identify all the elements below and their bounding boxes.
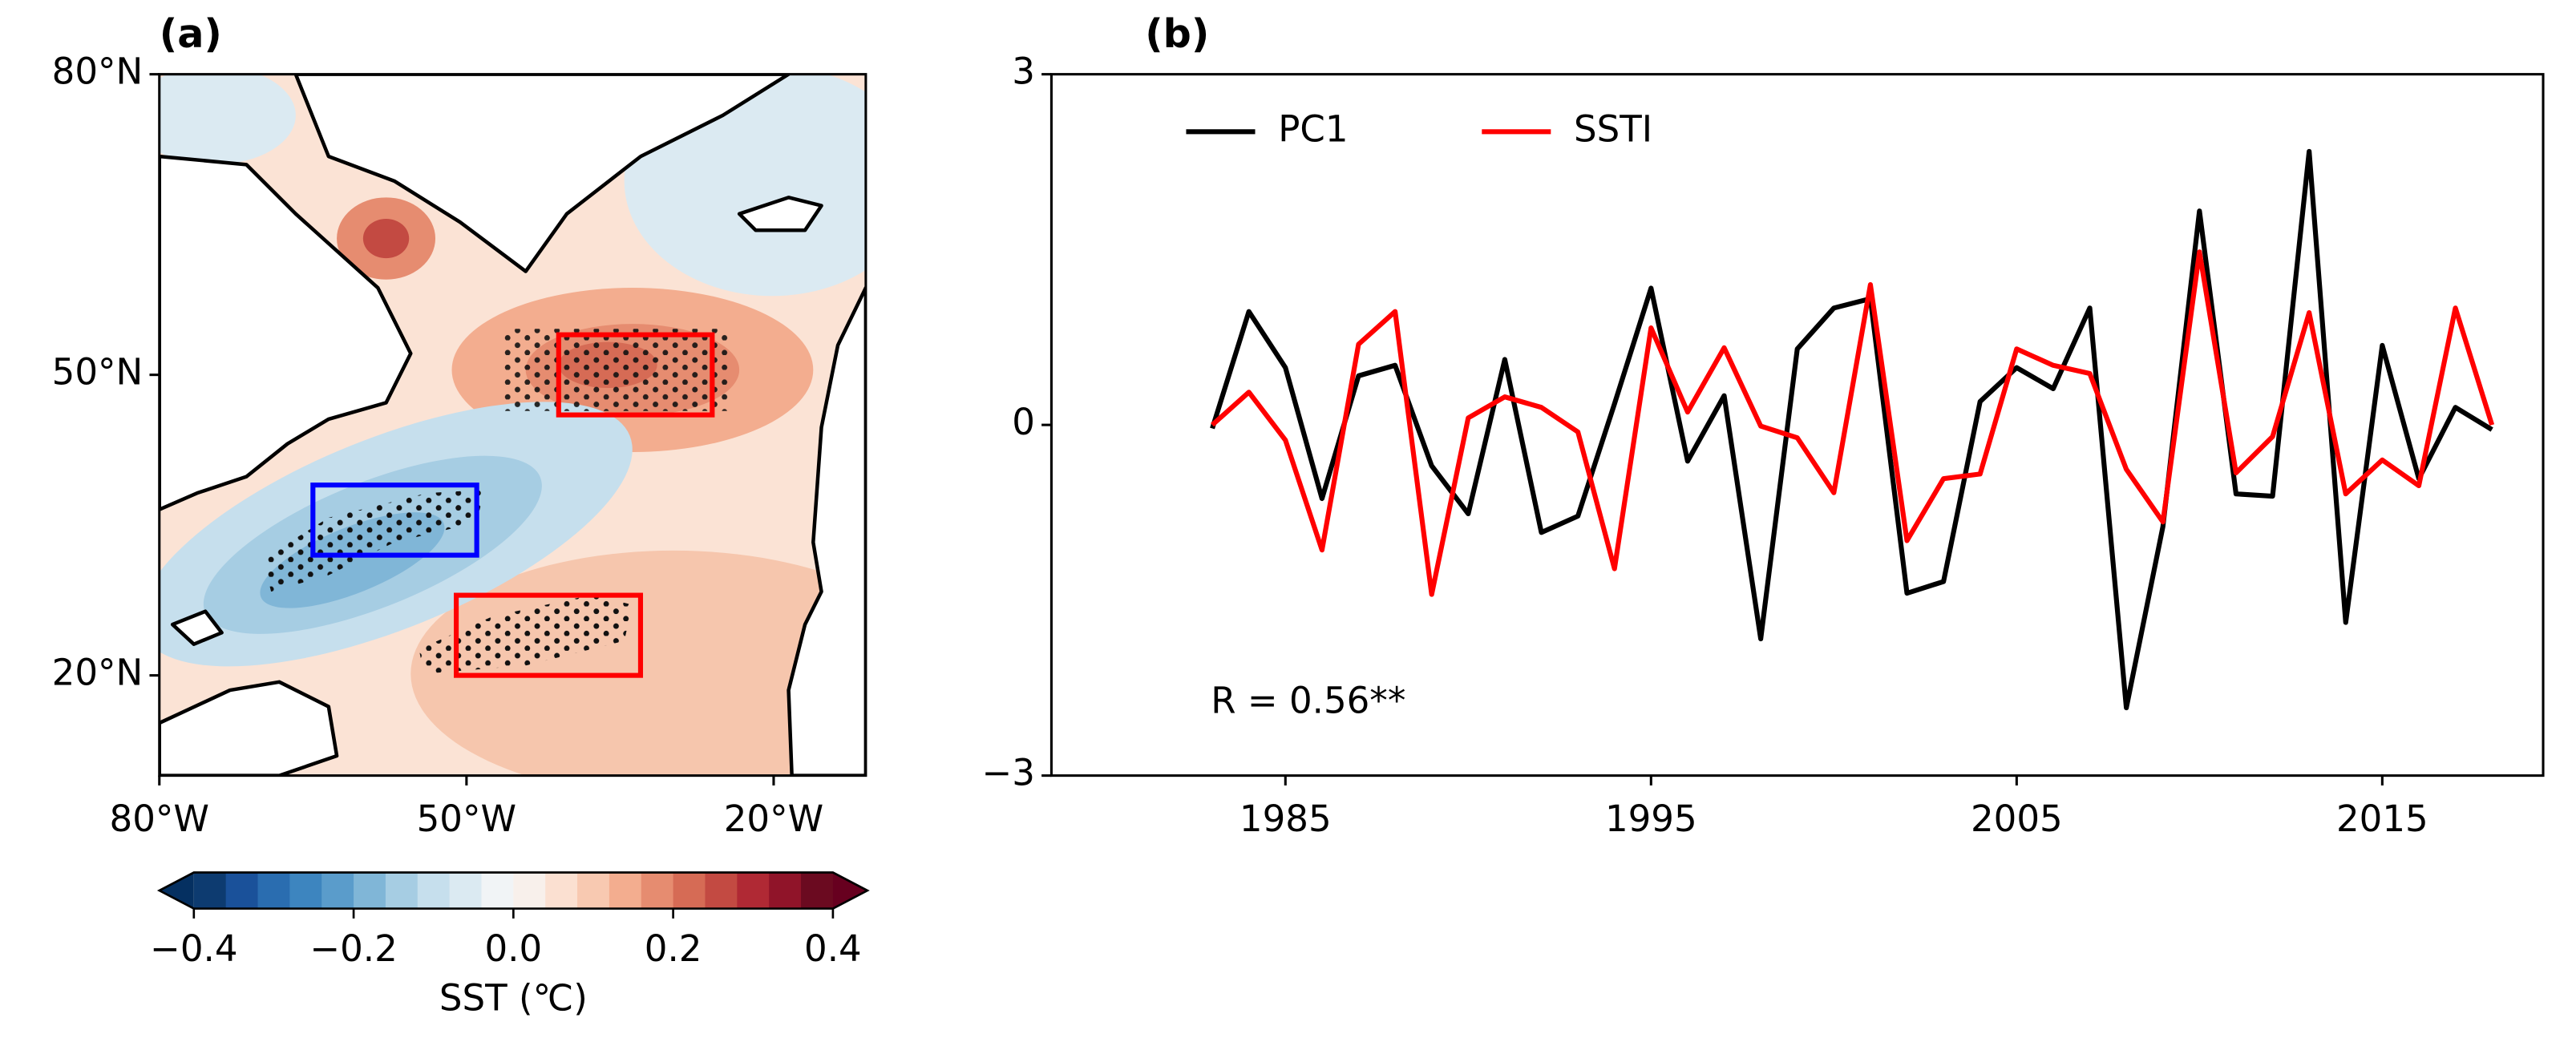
colorbar-tick-label: −0.4 <box>150 927 237 970</box>
series-line <box>1210 148 2493 711</box>
colorbar-cell <box>769 872 802 909</box>
region-box <box>454 592 644 678</box>
colorbar-tick-label: 0.2 <box>645 927 702 970</box>
y-tick-label: 0 <box>1012 401 1035 443</box>
y-tick-label: −3 <box>981 752 1034 794</box>
x-tick-label: 1985 <box>1239 798 1332 840</box>
x-tick-label: 20°W <box>724 798 823 840</box>
colorbar-cell <box>417 872 451 909</box>
colorbar-tick-label: 0.0 <box>484 927 542 970</box>
colorbar-tick-label: 0.4 <box>804 927 862 970</box>
legend-label: SSTI <box>1574 107 1652 150</box>
x-tick-label: 50°W <box>417 798 516 840</box>
panel-label: (a) <box>160 10 222 57</box>
colorbar-extend <box>159 872 194 909</box>
region-box <box>310 483 479 558</box>
colorbar-cell <box>801 872 834 909</box>
y-tick-label: 3 <box>1012 50 1035 93</box>
colorbar-cell <box>673 872 706 909</box>
colorbar-cell <box>257 872 291 909</box>
colorbar-cell <box>354 872 386 909</box>
colorbar-extend <box>832 872 867 909</box>
legend-label: PC1 <box>1278 107 1348 150</box>
series-line <box>1211 249 2495 597</box>
colorbar-cell <box>481 872 515 909</box>
colorbar-cell <box>737 872 770 909</box>
colorbar-cell <box>641 872 674 909</box>
colorbar-cell <box>577 872 610 909</box>
x-tick-label: 1995 <box>1605 798 1697 840</box>
region-box <box>556 332 715 418</box>
colorbar-cell <box>705 872 738 909</box>
map-field <box>159 74 866 776</box>
colorbar-cell <box>385 872 419 909</box>
colorbar-cell <box>449 872 483 909</box>
colorbar-cell <box>609 872 642 909</box>
colorbar-label: SST (℃) <box>439 976 588 1019</box>
colorbar-cell <box>321 872 354 909</box>
y-tick-label: 80°N <box>52 50 144 93</box>
y-tick-label: 50°N <box>52 351 144 394</box>
colorbar-cell <box>513 872 547 909</box>
colorbar-cell <box>289 872 323 909</box>
panel-label: (b) <box>1145 10 1209 57</box>
colorbar-tick-label: −0.2 <box>309 927 397 970</box>
y-tick-label: 20°N <box>52 652 144 694</box>
x-tick-label: 80°W <box>110 798 209 840</box>
x-tick-label: 2015 <box>2336 798 2428 840</box>
x-tick-label: 2005 <box>1971 798 2063 840</box>
colorbar-cell <box>545 872 578 909</box>
colorbar-cell <box>193 872 227 909</box>
colorbar-cell <box>225 872 259 909</box>
map-frame <box>158 73 867 777</box>
annotation: R = 0.56** <box>1211 679 1405 721</box>
